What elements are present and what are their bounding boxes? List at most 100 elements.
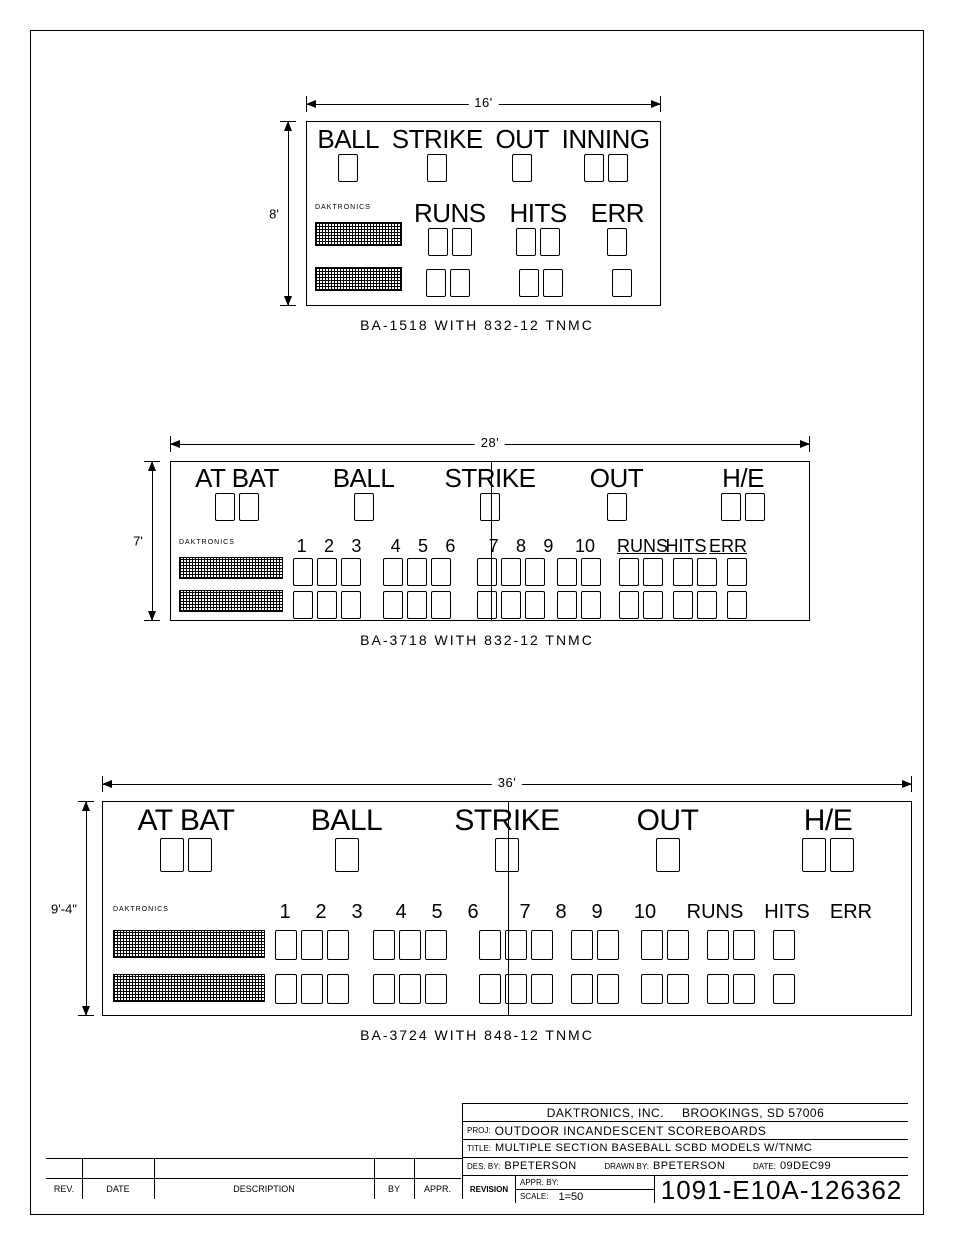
tb-company: DAKTRONICS, INC. xyxy=(547,1107,664,1119)
board1-tnmc-row2 xyxy=(315,267,402,291)
board1-col-ball: BALL xyxy=(317,126,379,184)
board3-inn-123-hdr: 1 2 3 xyxy=(273,902,369,922)
board3-tnmc-row2 xyxy=(113,974,265,1002)
hdr-inning: INNING xyxy=(562,126,650,152)
hdr-err: ERR xyxy=(591,200,644,226)
digits-runs xyxy=(426,226,474,258)
drawing-area: 16' 8' BALL STRIKE xyxy=(46,46,908,1199)
revrow-rev: REV. xyxy=(46,1178,83,1199)
board1-col-out: OUT xyxy=(495,126,548,184)
digits-err xyxy=(605,226,629,258)
digits-inning xyxy=(582,152,630,184)
board3-col-ball: BALL xyxy=(272,806,422,874)
revrow-appr: APPR. xyxy=(414,1178,461,1199)
digits-runs-away xyxy=(424,267,472,299)
tb-title: MULTIPLE SECTION BASEBALL SCBD MODELS W/… xyxy=(495,1143,812,1154)
digits-out xyxy=(510,152,534,184)
board2-daktronics-logo: DAKTRONICS xyxy=(179,539,235,546)
revrow-desc: DESCRIPTION xyxy=(154,1178,375,1199)
board3-width-label: 36' xyxy=(492,776,522,789)
board3-col-he: H/E xyxy=(753,806,903,874)
tb-proj-lbl: PROJ: xyxy=(467,1127,491,1135)
board1-col-runs: RUNS xyxy=(414,200,486,258)
board2-panel: AT BAT BALL STRIKE OUT xyxy=(170,461,810,621)
digits-hits-away xyxy=(517,267,565,299)
board3-digits-home xyxy=(273,928,903,962)
tb-date-lbl: DATE: xyxy=(753,1163,776,1171)
tb-scale: 1=50 xyxy=(558,1191,583,1203)
board1-height-label: 8' xyxy=(269,201,279,226)
hdr-atbat: AT BAT xyxy=(195,465,279,491)
board2-inn-456-hdr: 4 5 6 xyxy=(385,537,461,555)
hdr-hits: HITS xyxy=(510,200,567,226)
digits-err-away xyxy=(610,267,634,299)
board3-panel: AT BAT BALL STRIKE OUT xyxy=(102,801,912,1016)
board2-runs-hdr: RUNS xyxy=(617,537,663,555)
board1-caption: BA-1518 WITH 832-12 TNMC xyxy=(46,318,908,332)
tb-scale-lbl: SCALE: xyxy=(520,1193,548,1201)
tb-apprby-lbl: APPR. BY: xyxy=(516,1176,654,1190)
board2-width-label: 28' xyxy=(475,436,505,449)
tb-drawnby: BPETERSON xyxy=(653,1161,753,1172)
hdr-runs: RUNS xyxy=(414,200,486,226)
tb-date: 09DEC99 xyxy=(780,1161,831,1172)
board3-inn-789-hdr: 7 8 9 xyxy=(513,902,609,922)
board3-daktronics-logo: DAKTRONICS xyxy=(113,906,169,913)
board2-inn-123-hdr: 1 2 3 xyxy=(291,537,367,555)
board1-col-strike: STRIKE xyxy=(392,126,483,184)
board3-col-strike: STRIKE xyxy=(432,806,582,874)
board3-tnmc-row1 xyxy=(113,930,265,958)
board2-err-hdr: ERR xyxy=(709,537,745,555)
tb-title-lbl: TITLE: xyxy=(467,1145,491,1153)
board3-col-atbat: AT BAT xyxy=(111,806,261,874)
digits-hits xyxy=(514,226,562,258)
board1-tnmc-row1 xyxy=(315,222,402,246)
board1-daktronics-logo: DAKTRONICS xyxy=(315,204,371,211)
tb-revision-lbl: REVISION xyxy=(463,1176,516,1203)
board2-height-label: 7' xyxy=(133,529,143,554)
board3-caption: BA-3724 WITH 848-12 TNMC xyxy=(46,1028,908,1042)
board2-col-atbat: AT BAT xyxy=(177,465,297,523)
tb-drawnby-lbl: DRAWN BY: xyxy=(604,1163,649,1171)
hdr-out: OUT xyxy=(590,465,643,491)
board2-col-out: OUT xyxy=(557,465,677,523)
drawing-sheet: 16' 8' BALL STRIKE xyxy=(0,0,954,1235)
board2-col-he: H/E xyxy=(683,465,803,523)
hdr-ball: BALL xyxy=(317,126,379,152)
board2-digits-guest xyxy=(291,589,803,621)
tb-proj: OUTDOOR INCANDESCENT SCOREBOARDS xyxy=(495,1125,767,1137)
hdr-out: OUT xyxy=(495,126,548,152)
board1-col-err: ERR xyxy=(591,200,644,258)
tb-dwgno: 1091-E10A-126362 xyxy=(661,1177,903,1203)
board3-inn-456-hdr: 4 5 6 xyxy=(389,902,485,922)
digits-ball xyxy=(336,152,360,184)
digits-strike xyxy=(425,152,449,184)
board2-inn-789-hdr: 7 8 9 xyxy=(483,537,559,555)
board3-digits-guest xyxy=(273,972,903,1006)
board2-hits-hdr: HITS xyxy=(663,537,709,555)
title-block: DAKTRONICS, INC. BROOKINGS, SD 57006 PRO… xyxy=(462,1103,908,1199)
board2-col-ball: BALL xyxy=(304,465,424,523)
board2-digits-home xyxy=(291,556,803,588)
board3-height-label: 9'-4" xyxy=(51,896,77,921)
board1-col-inning: INNING xyxy=(562,126,650,184)
board1-panel: BALL STRIKE OUT INNING xyxy=(306,121,661,306)
tb-city: BROOKINGS, SD 57006 xyxy=(682,1107,824,1119)
revrow-by: BY xyxy=(374,1178,415,1199)
board2-tnmc-row1 xyxy=(179,557,283,579)
board2-caption: BA-3718 WITH 832-12 TNMC xyxy=(46,633,908,647)
board2-inn-10-hdr: 10 xyxy=(567,537,603,555)
board3-col-out: OUT xyxy=(593,806,743,874)
board1-col-hits: HITS xyxy=(510,200,567,258)
drawing-frame: 16' 8' BALL STRIKE xyxy=(30,30,924,1215)
hdr-strike: STRIKE xyxy=(445,465,536,491)
board1-width-label: 16' xyxy=(468,96,498,109)
hdr-ball: BALL xyxy=(333,465,395,491)
hdr-strike: STRIKE xyxy=(392,126,483,152)
tb-desby-lbl: DES. BY: xyxy=(467,1163,500,1171)
board2-col-strike: STRIKE xyxy=(430,465,550,523)
tb-desby: BPETERSON xyxy=(504,1161,604,1172)
board2-tnmc-row2 xyxy=(179,590,283,612)
hdr-he: H/E xyxy=(722,465,764,491)
revrow-date: DATE xyxy=(82,1178,155,1199)
